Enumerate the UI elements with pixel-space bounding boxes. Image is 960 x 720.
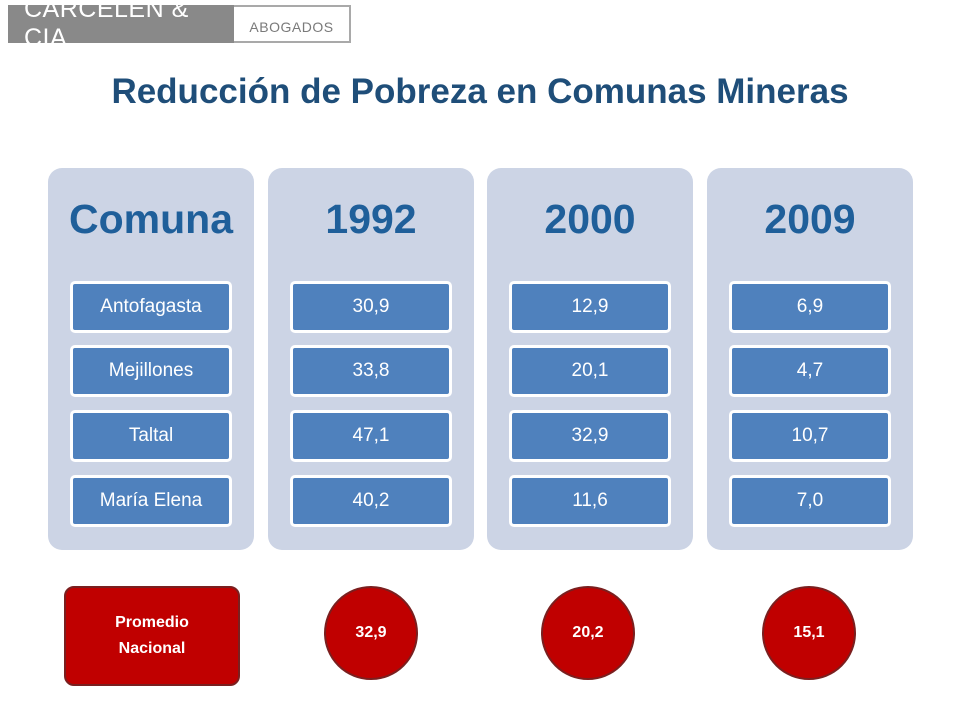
value-cell: 20,1 — [509, 345, 671, 397]
national-value-2000: 20,2 — [541, 586, 635, 680]
column-1992: 1992 30,9 33,8 47,1 40,2 — [268, 168, 474, 550]
logo-suffix: ABOGADOS — [234, 5, 351, 43]
comuna-cell: Antofagasta — [70, 281, 232, 333]
column-header: 2000 — [544, 196, 636, 242]
national-value-1992: 32,9 — [324, 586, 418, 680]
value-cell: 7,0 — [729, 475, 891, 527]
value-cell: 12,9 — [509, 281, 671, 333]
comuna-cell: María Elena — [70, 475, 232, 527]
column-2000: 2000 12,9 20,1 32,9 11,6 — [487, 168, 693, 550]
column-header: Comuna — [69, 196, 233, 242]
value-cell: 10,7 — [729, 410, 891, 462]
column-header: 1992 — [325, 196, 417, 242]
column-2009: 2009 6,9 4,7 10,7 7,0 — [707, 168, 913, 550]
value-cell: 47,1 — [290, 410, 452, 462]
value-cell: 6,9 — [729, 281, 891, 333]
value-cell: 11,6 — [509, 475, 671, 527]
logo-name: CARCELEN & CIA. — [8, 0, 234, 52]
value-cell: 40,2 — [290, 475, 452, 527]
value-cell: 32,9 — [509, 410, 671, 462]
comuna-cell: Taltal — [70, 410, 232, 462]
value-cell: 30,9 — [290, 281, 452, 333]
slide-title: Reducción de Pobreza en Comunas Mineras — [111, 72, 849, 111]
value-cell: 33,8 — [290, 345, 452, 397]
firm-logo: CARCELEN & CIA. ABOGADOS — [8, 0, 351, 52]
column-comuna: Comuna Antofagasta Mejillones Taltal Mar… — [48, 168, 254, 550]
value-cell: 4,7 — [729, 345, 891, 397]
national-average-label: Promedio Nacional — [64, 586, 240, 686]
national-label-line2: Nacional — [118, 640, 186, 657]
national-value-2009: 15,1 — [762, 586, 856, 680]
column-header: 2009 — [764, 196, 856, 242]
national-label-line1: Promedio — [115, 614, 189, 631]
comuna-cell: Mejillones — [70, 345, 232, 397]
